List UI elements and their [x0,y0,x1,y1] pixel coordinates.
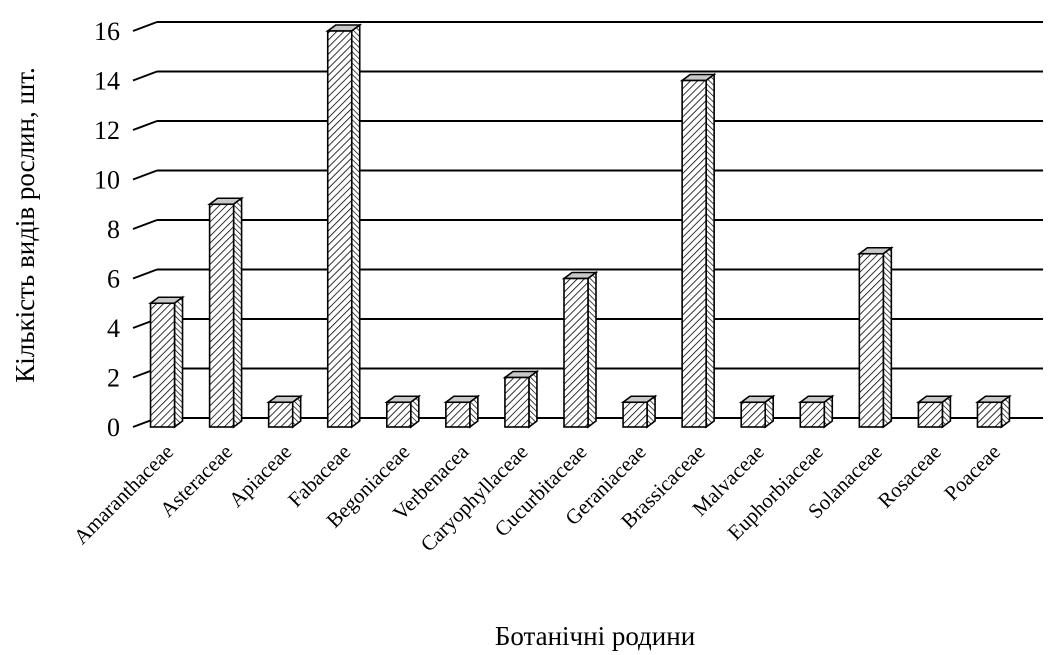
x-tick-label: Amaranthaceae [69,440,178,549]
bar-front [385,401,412,428]
y-tick-label: 0 [107,413,120,442]
bar-front [740,401,767,428]
y-tick-label: 6 [107,265,120,294]
x-tick-labels: AmaranthaceaeAsteraceaeApiaceaeFabaceaeB… [69,439,1005,556]
y-tick-label: 12 [94,116,120,145]
bar-side [173,295,184,429]
x-tick-label: Poaceae [939,440,1005,506]
bar-front [445,401,471,428]
bar-side [1000,394,1011,429]
x-axis-title: Ботанічні родини [495,621,695,651]
bar-front [563,277,589,428]
bar [207,196,245,429]
bars [148,23,1012,429]
bar-side [764,394,775,429]
bar-front [681,79,707,428]
y-tick-label: 4 [107,314,120,343]
y-tick-label: 14 [94,67,120,96]
gridline-depth [132,21,158,32]
bar [916,394,953,429]
gridlines [132,21,1043,428]
bar-front [858,252,885,428]
bar-side [941,394,952,429]
bar-front [504,376,530,428]
bar-front [149,302,176,428]
bar [620,394,658,429]
bar-front [917,401,944,428]
y-tick-labels: 0 2 4 6 8 10 12 14 16 [94,17,120,442]
bar-front [326,30,353,428]
bar-side [528,369,538,429]
y-tick-label: 10 [94,166,120,195]
gridline-depth [132,219,158,230]
bar-side [409,394,420,429]
y-axis-title: Кількість видів рослин, шт. [10,67,40,383]
bar-side [587,270,597,429]
bar-side [291,394,302,429]
bar-side [232,196,243,429]
bar [325,23,363,429]
bar-front [622,401,648,428]
y-tick-label: 8 [107,215,120,244]
bar [679,72,717,429]
y-tick-label: 2 [107,364,120,393]
bar [266,394,304,429]
bar-side [823,394,834,429]
bar [738,394,776,429]
bar [797,394,835,429]
bar [856,246,894,429]
bar [148,295,185,429]
bar-front [976,401,1003,428]
bar-side [646,394,656,429]
bar [561,270,599,429]
gridline-depth [132,268,158,280]
bar-front [267,401,294,428]
bar [502,369,540,429]
bar [384,394,422,429]
gridline-depth [132,120,158,131]
gridline-depth [132,70,158,82]
y-tick-label: 16 [94,17,120,46]
bar-side [350,23,361,429]
bar-side [705,72,715,429]
gridline-depth [132,169,158,181]
bar-side [882,246,893,429]
bar [443,394,481,429]
bar-front [799,401,826,428]
x-tick-label: Rosaceae [873,440,946,513]
bar-side [469,394,479,429]
x-tick-label: Apiaceae [224,440,296,512]
bar [975,394,1012,429]
bar-front [208,203,235,428]
